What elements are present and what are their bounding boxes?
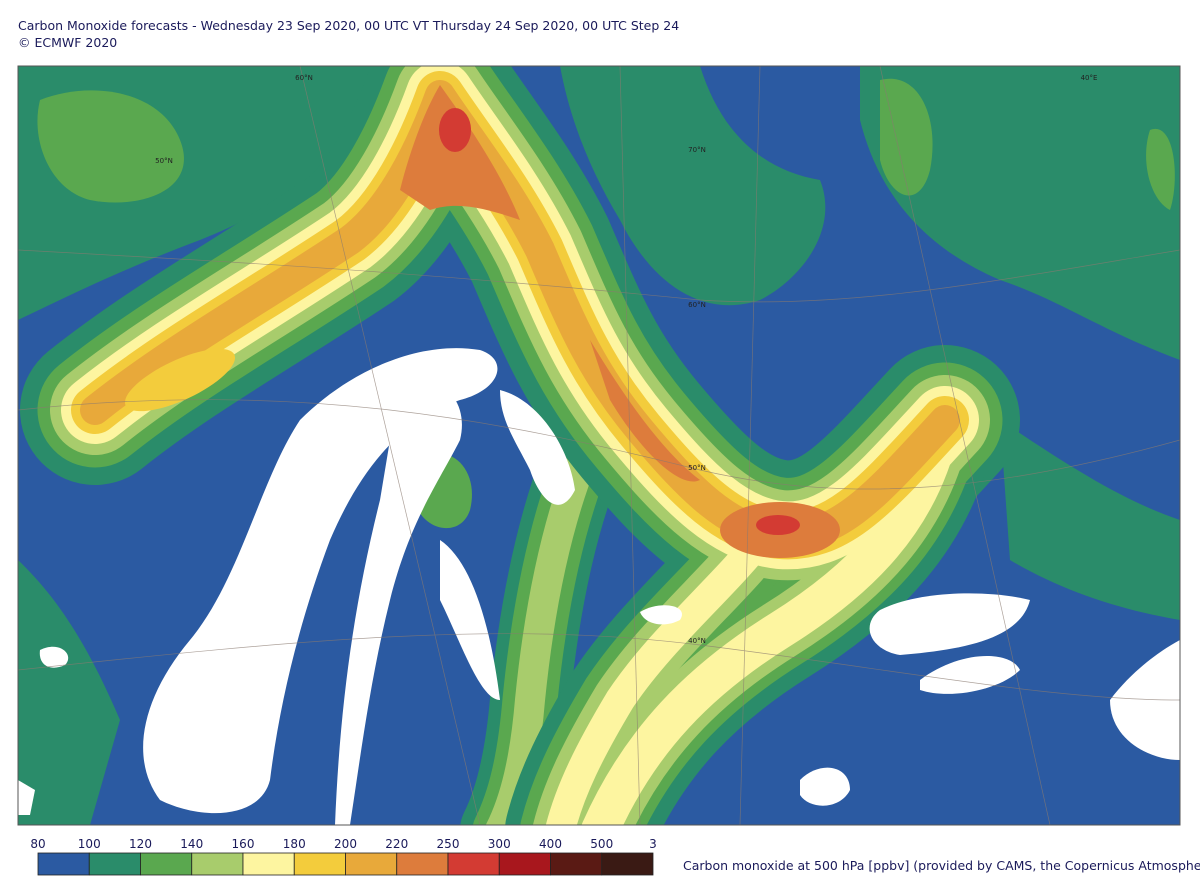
legend-swatch: [345, 852, 398, 876]
graticule-label: 40°E: [1054, 57, 1071, 65]
graticule-label: 80°W: [0, 242, 19, 250]
legend-swatch: [601, 852, 654, 876]
legend-swatch: [293, 852, 346, 876]
graticule-label: 60°N: [295, 74, 313, 82]
graticule-label: 20°E: [1181, 129, 1198, 137]
legend-tick-label: 100: [78, 837, 101, 851]
legend-tick-label: 400: [539, 837, 562, 851]
field-120: [37, 78, 1175, 529]
graticule-label: 40°E: [1081, 74, 1098, 82]
legend-tick-label: 3: [649, 837, 657, 851]
copyright: © ECMWF 2020: [18, 35, 117, 50]
graticule-label: 80°W: [324, 57, 343, 65]
legend-tick-label: 160: [232, 837, 255, 851]
legend-tick-label: 250: [437, 837, 460, 851]
legend-swatch: [498, 852, 551, 876]
legend-swatch: [396, 852, 449, 876]
graticule-label: 20°E: [865, 57, 882, 65]
graticule-label: 40°N: [688, 637, 706, 645]
map-frame: [17, 65, 1181, 826]
graticule: [18, 66, 1180, 825]
legend-swatch: [37, 852, 90, 876]
legend-swatch: [191, 852, 244, 876]
graticule-label: 60°W: [0, 660, 19, 668]
legend-tick-label: 500: [590, 837, 613, 851]
legend-swatch: [140, 852, 193, 876]
graticule-label: 60°W: [510, 57, 529, 65]
legend-swatch: [242, 852, 295, 876]
legend-tick-label: 120: [129, 837, 152, 851]
graticule-label: 60°N: [688, 301, 706, 309]
title: Carbon Monoxide forecasts - Wednesday 23…: [18, 18, 679, 33]
graticule-label: 40°W: [610, 57, 629, 65]
graticule-label: 0°W: [766, 57, 781, 65]
graticule-label: 50°N: [155, 157, 173, 165]
legend-tick-label: 220: [385, 837, 408, 851]
legend-tick-label: 300: [488, 837, 511, 851]
graticule-label: 20°W: [687, 57, 706, 65]
graticule-label: 50°N: [688, 464, 706, 472]
legend: Carbon monoxide at 500 hPa [ppbv] (provi…: [30, 837, 1200, 876]
legend-tick-label: 140: [180, 837, 203, 851]
legend-tick-label: 180: [283, 837, 306, 851]
legend-swatch: [447, 852, 500, 876]
legend-swatch: [88, 852, 141, 876]
map: 80°W 60°W 40°W 20°W 0°W 20°E 40°E 60°N 50°N 70°N 6…: [0, 57, 1198, 825]
legend-tick-label: 200: [334, 837, 357, 851]
legend-swatch: [550, 852, 603, 876]
legend-tick-label: 80: [30, 837, 45, 851]
graticule-label: 70°N: [688, 146, 706, 154]
legend-caption: Carbon monoxide at 500 hPa [ppbv] (provi…: [683, 858, 1200, 873]
plume-core: [124, 85, 840, 558]
field-below-80: [18, 348, 1180, 825]
